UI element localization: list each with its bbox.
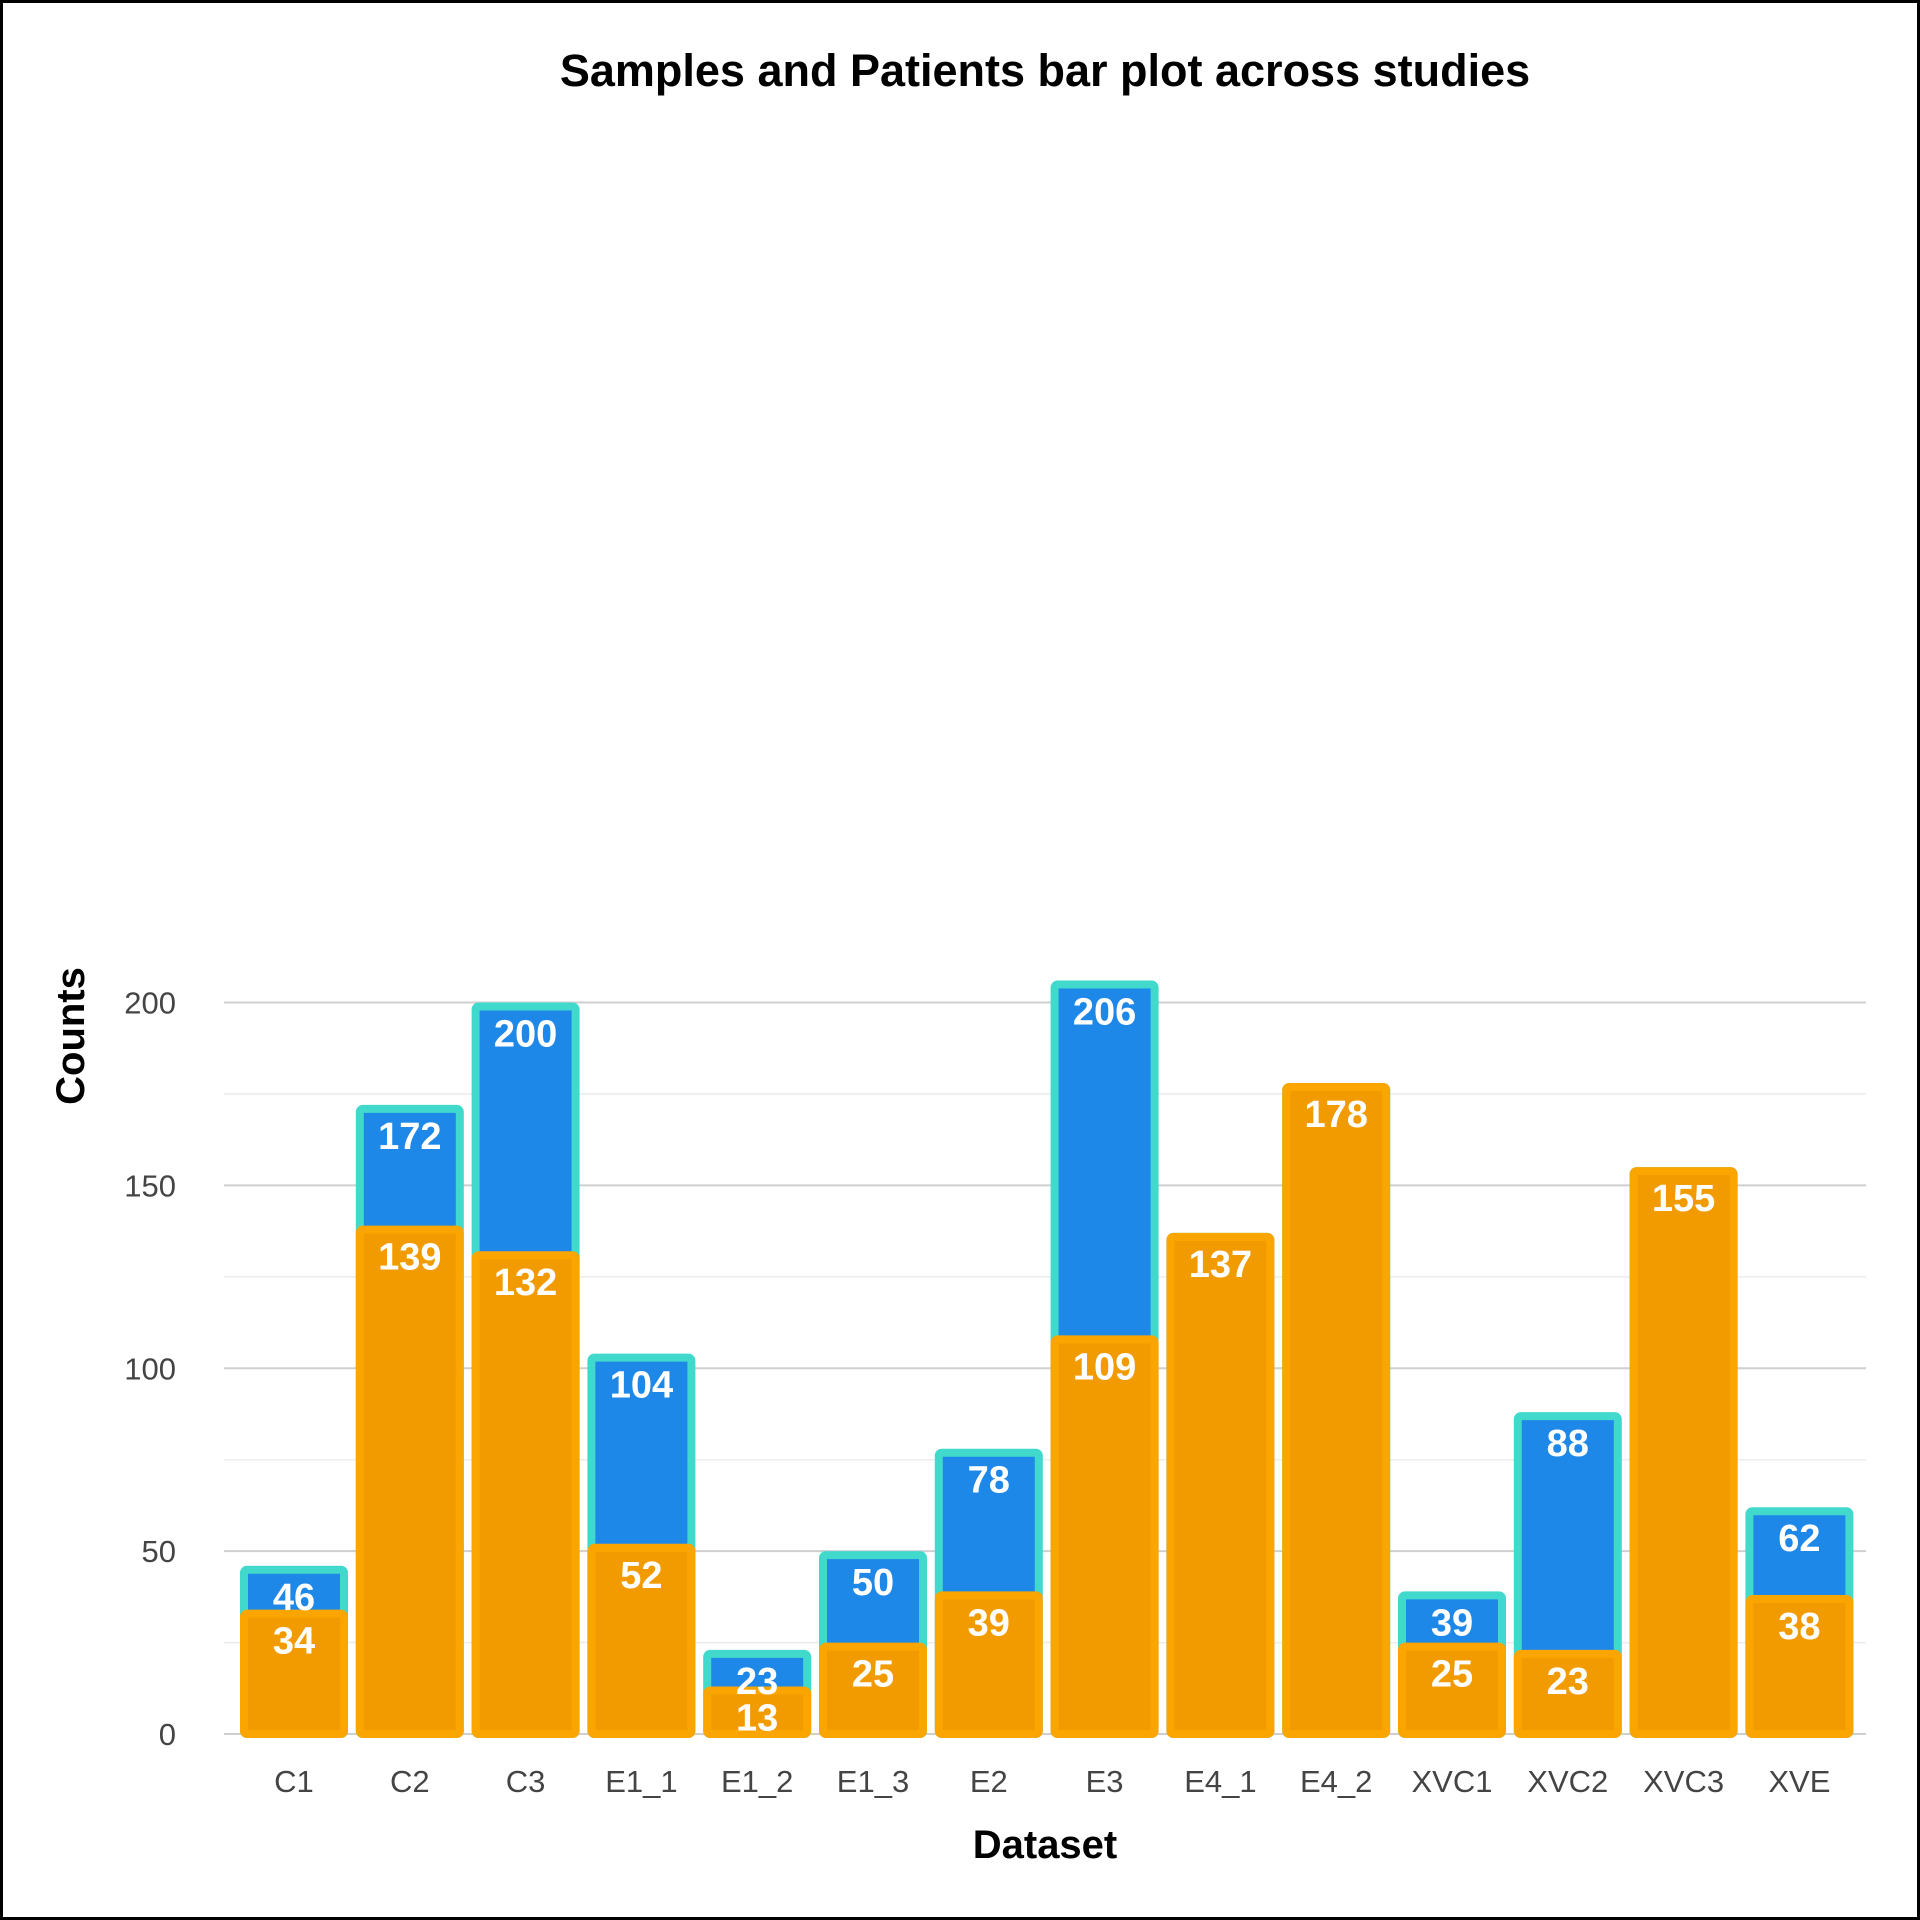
data-label-samples: 62 — [1778, 1518, 1820, 1560]
x-tick-label: XVC3 — [1643, 1764, 1724, 1799]
data-label-patients: 13 — [736, 1697, 778, 1739]
x-tick-label: XVC2 — [1527, 1764, 1608, 1799]
y-tick-label: 100 — [124, 1351, 176, 1386]
data-label-samples: 46 — [273, 1577, 315, 1619]
x-tick-label: E1_1 — [605, 1764, 677, 1799]
x-tick-label: E4_2 — [1300, 1764, 1372, 1799]
data-label-patients: 34 — [273, 1621, 315, 1663]
x-tick-label: XVE — [1768, 1764, 1830, 1799]
bar-patients — [1050, 1335, 1159, 1739]
x-tick-label: XVC1 — [1412, 1764, 1493, 1799]
data-label-samples: 104 — [610, 1365, 673, 1407]
bars — [240, 980, 1854, 1739]
bar-patients — [1398, 1642, 1506, 1738]
bar-patients — [934, 1591, 1043, 1739]
y-tick-label: 200 — [124, 986, 176, 1021]
data-label-patients: 38 — [1778, 1606, 1820, 1648]
data-label-patients: 155 — [1652, 1178, 1715, 1220]
data-label-patients: 137 — [1189, 1244, 1252, 1286]
x-axis-label: Dataset — [973, 1823, 1118, 1867]
x-tick-label: E1_3 — [837, 1764, 909, 1799]
bar-patients — [1629, 1167, 1738, 1738]
data-label-samples: 206 — [1073, 992, 1136, 1034]
x-tick-label: E1_2 — [721, 1764, 793, 1799]
data-label-patients: 132 — [494, 1262, 557, 1304]
data-label-samples: 50 — [852, 1562, 894, 1604]
data-label-patients: 178 — [1304, 1094, 1367, 1136]
data-label-samples: 88 — [1547, 1423, 1589, 1465]
x-tick-label: C1 — [274, 1764, 314, 1799]
data-label-samples: 172 — [378, 1116, 441, 1158]
data-label-samples: 78 — [968, 1460, 1010, 1502]
data-label-patients: 109 — [1073, 1346, 1136, 1388]
bar-patients — [355, 1225, 464, 1739]
bar-patients — [819, 1642, 927, 1738]
bar-patients — [703, 1686, 812, 1739]
data-label-patients: 39 — [968, 1602, 1010, 1644]
chart-title: Samples and Patients bar plot across stu… — [560, 45, 1530, 96]
y-tick-label: 150 — [124, 1168, 176, 1203]
data-label-patients: 52 — [620, 1555, 662, 1597]
bar-patients — [1282, 1082, 1391, 1738]
bar-patients — [1745, 1595, 1854, 1739]
data-label-patients: 23 — [1547, 1661, 1589, 1703]
data-label-patients: 139 — [378, 1237, 441, 1279]
x-tick-label: C3 — [506, 1764, 546, 1799]
x-tick-label: E4_1 — [1184, 1764, 1256, 1799]
x-tick-labels: C1 C2 C3 E1_1 E1_2 E1_3 E2 E3 E4_1 E4_2 XVC1 XVC2 XV… — [274, 1764, 1830, 1799]
data-label-patients: 25 — [852, 1654, 894, 1696]
data-label-patients: 25 — [1431, 1654, 1473, 1696]
bar-patients — [1166, 1232, 1275, 1738]
bar-patients — [240, 1609, 348, 1739]
y-axis-label: Counts — [49, 967, 93, 1105]
bar-patients — [587, 1543, 696, 1739]
x-tick-label: C2 — [390, 1764, 430, 1799]
data-labels: 4634172139200132104522313502578392061091… — [273, 992, 1821, 1740]
y-tick-labels: 0 50 100 150 200 — [124, 986, 176, 1753]
y-tick-label: 50 — [142, 1534, 176, 1569]
y-tick-label: 0 — [159, 1717, 176, 1752]
x-tick-label: E3 — [1086, 1764, 1124, 1799]
data-label-samples: 39 — [1431, 1602, 1473, 1644]
x-tick-label: E2 — [970, 1764, 1008, 1799]
bar-patients — [471, 1251, 580, 1738]
data-label-samples: 23 — [736, 1661, 778, 1703]
data-label-samples: 200 — [494, 1014, 557, 1056]
bar-patients — [1513, 1649, 1622, 1738]
